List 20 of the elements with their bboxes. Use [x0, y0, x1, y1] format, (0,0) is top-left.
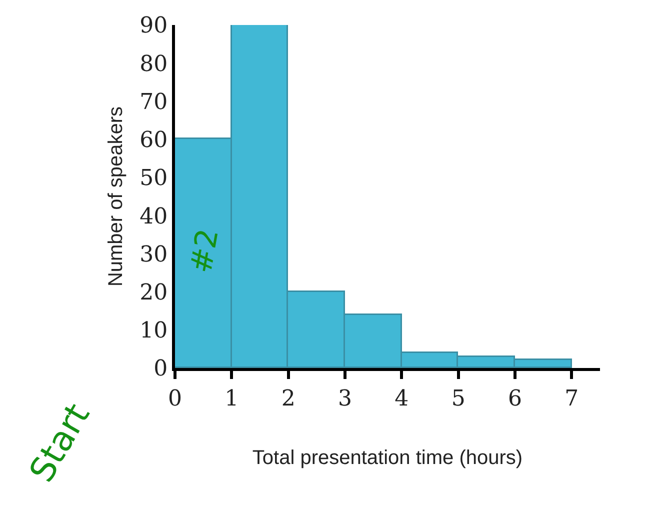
annotation: #2 — [184, 226, 226, 276]
y-tick-label: 0 — [154, 356, 168, 382]
y-tick-label: 30 — [140, 242, 168, 268]
y-tick-label: 80 — [140, 52, 168, 77]
x-tick-label: 4 — [394, 386, 409, 412]
y-axis-title: Number of speakers — [105, 106, 128, 287]
x-axis-title: Total presentation time (hours) — [252, 446, 523, 469]
x-tick-label: 7 — [564, 386, 579, 412]
y-tick-label: 90 — [140, 14, 168, 39]
x-tick-label: 1 — [224, 386, 239, 412]
x-tick-label: 3 — [338, 386, 352, 412]
x-tick-label: 2 — [281, 386, 296, 412]
y-tick-label: 40 — [140, 204, 168, 230]
y-tick-label: 60 — [140, 128, 168, 154]
x-tick-label: 5 — [451, 386, 466, 412]
y-tick-label: 70 — [140, 90, 168, 115]
y-tick-label: 20 — [140, 280, 168, 306]
y-tick-label: 50 — [140, 166, 168, 192]
x-tick-label: 6 — [508, 386, 522, 412]
y-tick-label: 10 — [140, 318, 168, 344]
